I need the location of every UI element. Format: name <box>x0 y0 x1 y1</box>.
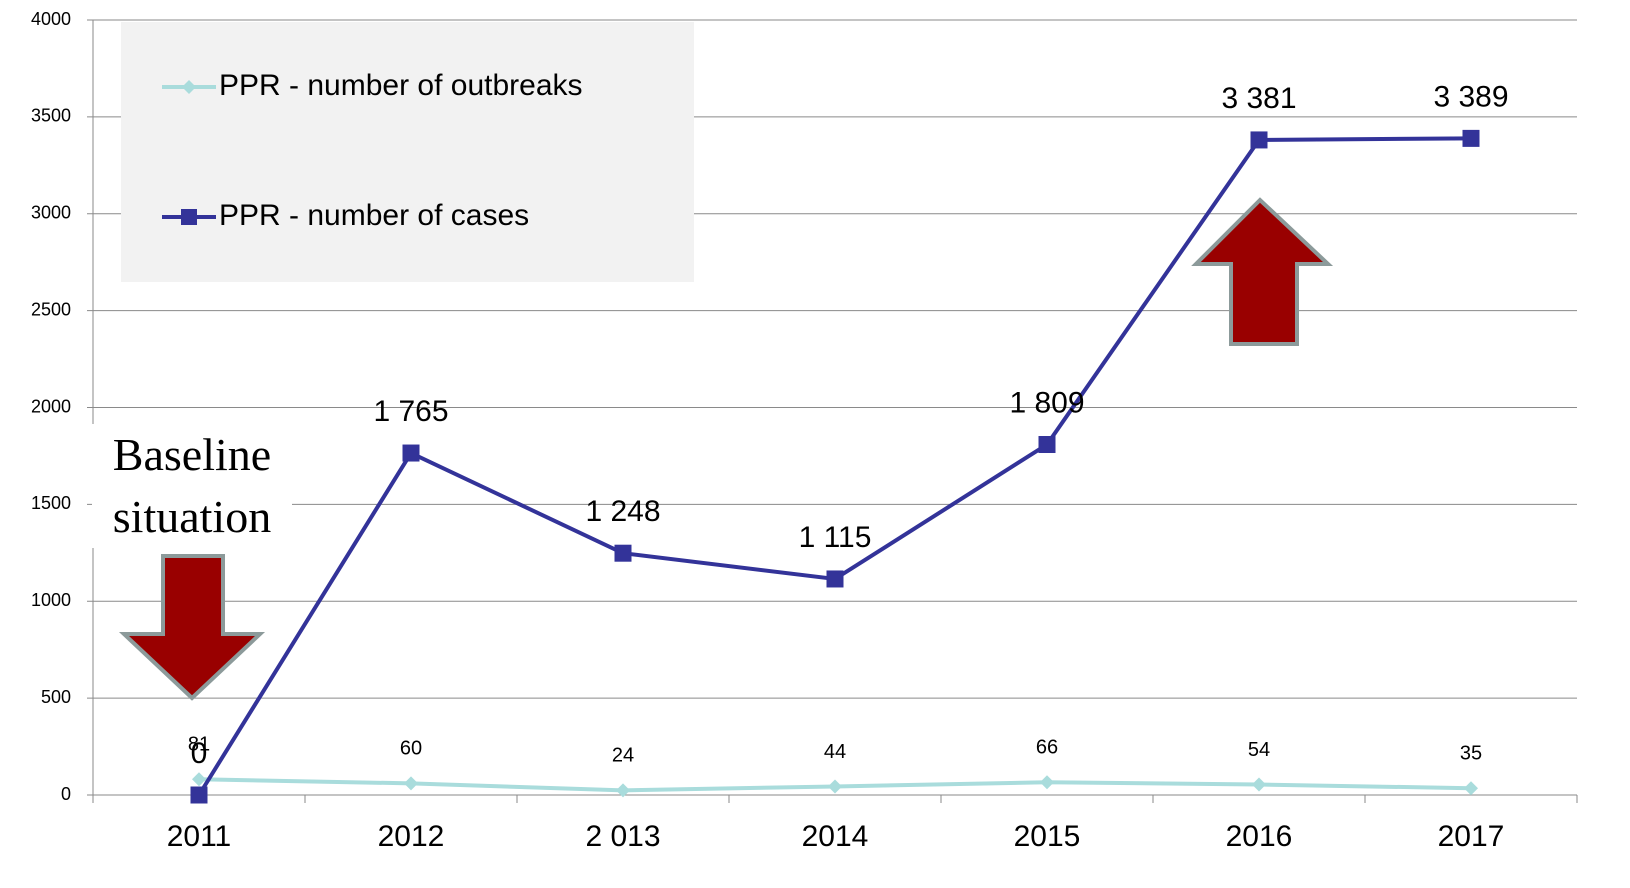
y-tick-label: 0 <box>61 784 71 804</box>
legend-label: PPR - number of cases <box>219 199 529 232</box>
x-tick-label: 2011 <box>167 820 232 853</box>
data-label: 0 <box>191 737 208 770</box>
marker <box>1252 777 1266 792</box>
marker <box>828 779 842 794</box>
y-tick-label: 3500 <box>31 106 71 126</box>
data-label: 54 <box>1248 739 1270 761</box>
marker <box>402 444 420 462</box>
data-label: 3 389 <box>1433 80 1508 113</box>
data-label: 81 <box>188 734 210 756</box>
down-arrow <box>118 554 266 701</box>
y-tick-label: 1000 <box>31 590 71 610</box>
x-tick-label: 2016 <box>1226 820 1293 853</box>
x-tick-label: 2014 <box>802 820 869 853</box>
marker <box>616 783 630 798</box>
y-tick-label: 2000 <box>31 396 71 416</box>
legend-box <box>121 22 694 282</box>
y-tick-label: 2500 <box>31 299 71 319</box>
marker <box>404 776 418 791</box>
data-label: 1 765 <box>373 395 448 428</box>
legend-label: PPR - number of outbreaks <box>219 69 583 102</box>
marker <box>190 786 208 804</box>
data-label: 44 <box>824 741 846 763</box>
data-label: 24 <box>612 745 634 767</box>
data-label: 3 381 <box>1221 82 1296 115</box>
legend-marker <box>181 209 197 225</box>
legend-marker <box>182 80 196 94</box>
annotation: Baseline situation <box>92 424 292 548</box>
x-tick-label: 2017 <box>1438 820 1505 853</box>
data-label: 1 809 <box>1009 386 1084 419</box>
x-tick-label: 2015 <box>1014 820 1081 853</box>
y-tick-label: 500 <box>41 687 71 707</box>
x-tick-label: 2012 <box>378 820 445 853</box>
up-arrow <box>1191 197 1334 346</box>
y-tick-label: 3000 <box>31 203 71 223</box>
x-tick-label: 2 013 <box>585 820 660 853</box>
marker <box>826 570 844 588</box>
data-label: 66 <box>1036 736 1058 758</box>
marker <box>614 544 632 562</box>
data-label: 60 <box>400 738 422 760</box>
marker <box>1462 129 1480 147</box>
data-label: 35 <box>1460 743 1482 765</box>
marker <box>1464 781 1478 796</box>
marker <box>1040 775 1054 790</box>
data-label: 1 115 <box>799 521 872 554</box>
y-tick-label: 4000 <box>31 9 71 29</box>
data-label: 1 248 <box>585 495 660 528</box>
marker <box>1038 436 1056 454</box>
marker <box>192 772 206 787</box>
y-tick-label: 1500 <box>31 493 71 513</box>
marker <box>1250 131 1268 149</box>
